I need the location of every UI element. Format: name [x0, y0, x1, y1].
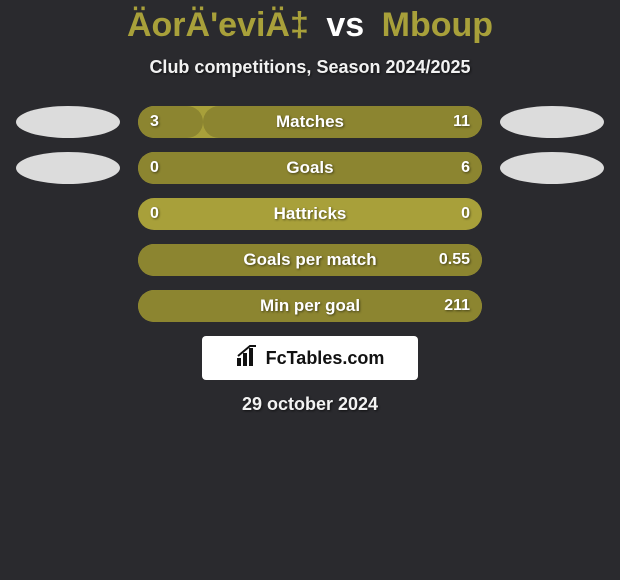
stat-value-right: 0 [461, 205, 470, 223]
team-orb-left [16, 152, 120, 184]
stat-value-left: 0 [150, 159, 159, 177]
title-player-right: Mboup [382, 6, 493, 44]
stat-label: Matches [276, 112, 344, 132]
stat-bar: Hattricks 0 0 [138, 198, 482, 230]
brand-text: FcTables.com [266, 348, 385, 369]
stat-value-right: 11 [453, 113, 470, 131]
stat-row: Hattricks 0 0 [0, 198, 620, 230]
page-title: ÄorÄ'eviÄ‡ vs Mboup [0, 6, 620, 45]
stat-value-left: 3 [150, 113, 159, 131]
stat-bar: Min per goal 211 [138, 290, 482, 322]
team-orb-right [500, 106, 604, 138]
title-player-left: ÄorÄ'eviÄ‡ [127, 6, 309, 44]
comparison-widget: ÄorÄ'eviÄ‡ vs Mboup Club competitions, S… [0, 0, 620, 415]
bar-chart-icon [236, 345, 260, 372]
subtitle: Club competitions, Season 2024/2025 [0, 57, 620, 78]
date-text: 29 october 2024 [0, 394, 620, 415]
stat-bar: Matches 3 11 [138, 106, 482, 138]
team-orb-right [500, 152, 604, 184]
stat-row: Goals per match 0.55 [0, 244, 620, 276]
title-vs: vs [326, 6, 364, 44]
team-orb-left [16, 106, 120, 138]
stat-value-left: 0 [150, 205, 159, 223]
stat-label: Goals [286, 158, 333, 178]
stat-label: Min per goal [260, 296, 360, 316]
stat-rows: Matches 3 11 Goals 0 6 Hattricks 0 0 Goals per ma… [0, 106, 620, 322]
brand-box[interactable]: FcTables.com [202, 336, 418, 380]
stat-label: Goals per match [243, 250, 376, 270]
stat-bar: Goals per match 0.55 [138, 244, 482, 276]
stat-bar-fill-left [138, 106, 203, 138]
stat-label: Hattricks [274, 204, 347, 224]
stat-row: Min per goal 211 [0, 290, 620, 322]
stat-row: Goals 0 6 [0, 152, 620, 184]
stat-value-right: 211 [444, 297, 470, 315]
stat-value-right: 6 [461, 159, 470, 177]
stat-value-right: 0.55 [439, 251, 470, 269]
stat-row: Matches 3 11 [0, 106, 620, 138]
stat-bar: Goals 0 6 [138, 152, 482, 184]
